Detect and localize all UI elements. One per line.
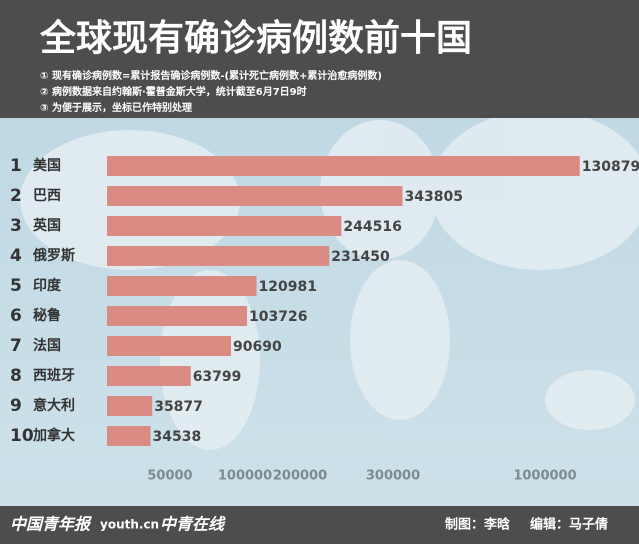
x-tick-label: 300000 [366, 469, 420, 484]
bar [107, 306, 248, 326]
value-label: 63799 [193, 369, 242, 385]
y-tick-label: 美国 [33, 157, 61, 174]
note: ② 病例数据来自约翰斯·霍普金斯大学，统计截至6月7日9时 [40, 85, 307, 98]
value-label: 1308790 [582, 159, 639, 175]
chart-title: 全球现有确诊病例数前十国 [39, 17, 472, 59]
logo: 中青在线 [160, 515, 226, 534]
y-tick-label: 俄罗斯 [32, 247, 75, 264]
logo: youth.cn [100, 518, 159, 532]
bar [107, 186, 403, 206]
bar [107, 246, 330, 266]
footer [0, 506, 639, 544]
bar [107, 336, 232, 356]
rank: 9 [10, 396, 22, 416]
y-tick-label: 西班牙 [33, 367, 75, 384]
bar [107, 156, 580, 176]
bar [107, 426, 151, 446]
value-label: 90690 [233, 339, 282, 355]
x-tick-label: 50000 [147, 469, 192, 484]
x-tick-label: 100000 [218, 469, 272, 484]
y-tick-label: 法国 [33, 337, 61, 354]
bar [107, 396, 153, 416]
note: ③ 为便于展示，坐标已作特别处理 [40, 101, 192, 114]
rank: 5 [10, 276, 22, 296]
credit: 编辑：马子倩 [530, 517, 608, 533]
rank: 4 [10, 246, 22, 266]
y-tick-label: 意大利 [33, 397, 75, 414]
value-label: 35877 [154, 399, 203, 415]
value-label: 103726 [249, 309, 307, 325]
y-tick-label: 秘鲁 [33, 307, 61, 324]
bar [107, 366, 191, 386]
value-label: 120981 [259, 279, 317, 295]
rank: 10 [10, 426, 34, 446]
y-tick-label: 加拿大 [32, 427, 75, 444]
rank: 1 [10, 156, 22, 176]
credit: 制图：李晗 [445, 517, 510, 533]
rank: 7 [10, 336, 22, 356]
value-label: 34538 [153, 429, 202, 445]
rank: 6 [10, 306, 22, 326]
y-tick-label: 印度 [33, 277, 62, 294]
bar [107, 276, 257, 296]
x-tick-label: 200000 [273, 469, 327, 484]
rank: 2 [10, 186, 22, 206]
note: ① 现有确诊病例数=累计报告确诊病例数-(累计死亡病例数+累计治愈病例数) [40, 69, 382, 82]
logo: 中国青年报 [10, 515, 92, 534]
value-label: 343805 [405, 189, 463, 205]
y-tick-label: 英国 [32, 217, 61, 234]
rank: 3 [10, 216, 22, 236]
y-tick-label: 巴西 [33, 188, 61, 204]
value-label: 244516 [343, 219, 401, 235]
header [0, 0, 639, 118]
x-tick-label: 1000000 [513, 469, 576, 484]
value-label: 231450 [331, 249, 390, 265]
rank: 8 [10, 366, 22, 386]
bar [107, 216, 342, 236]
